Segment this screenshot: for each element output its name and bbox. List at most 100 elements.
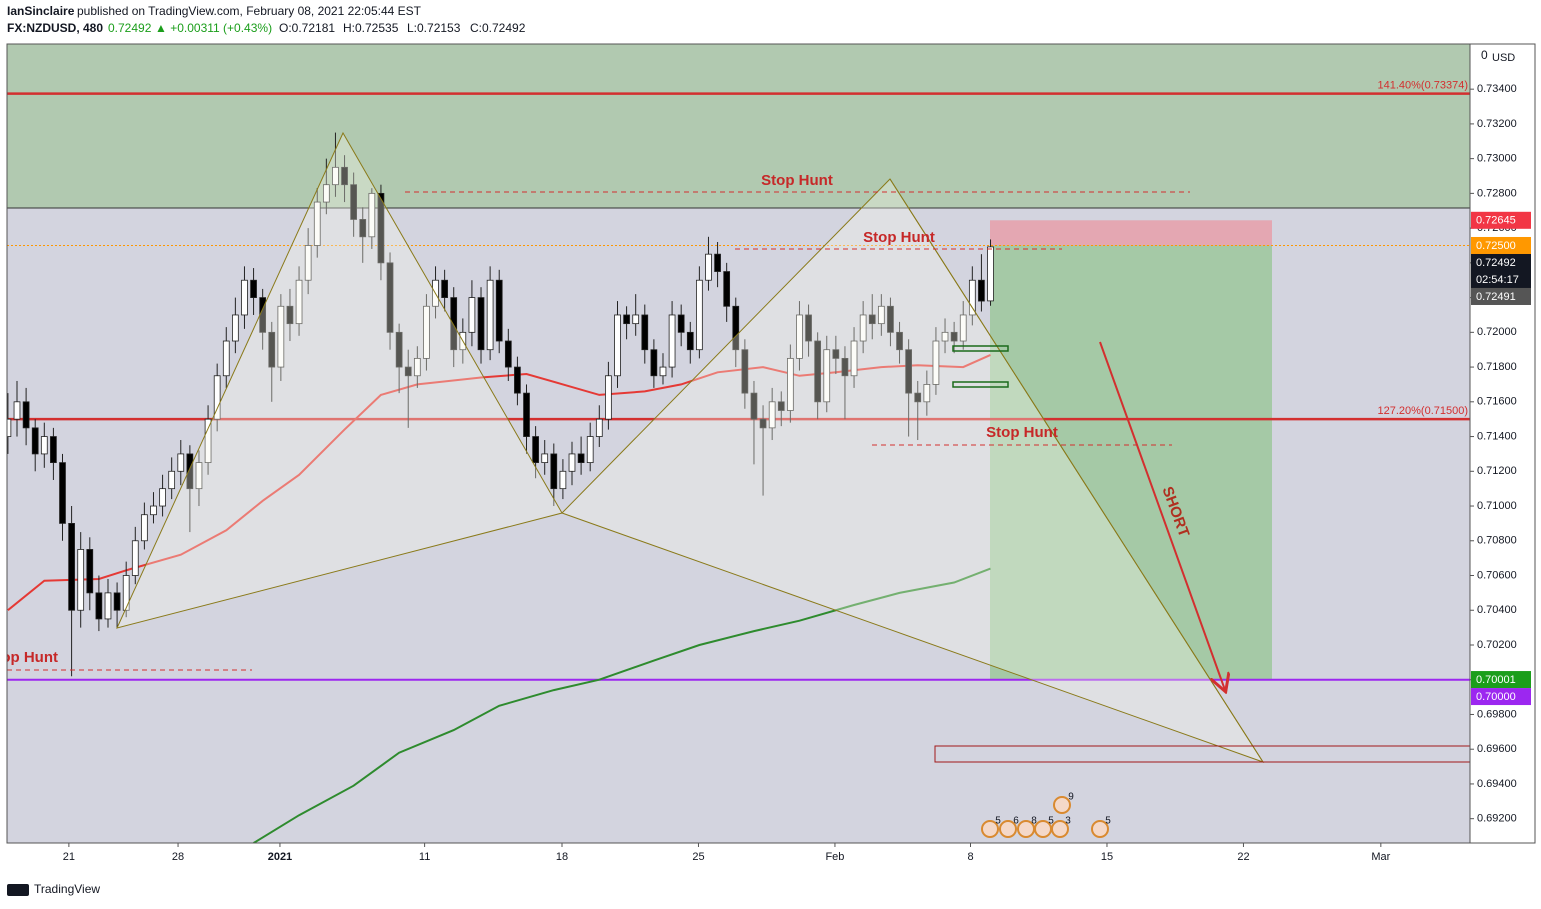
price-tag xyxy=(1471,671,1531,689)
price-tag xyxy=(1471,287,1531,305)
y-tick-label: 0.72000 xyxy=(1477,326,1517,338)
candle-body xyxy=(386,262,394,333)
candle-body xyxy=(450,297,458,351)
event-icon xyxy=(1051,820,1069,838)
candle-body xyxy=(686,331,694,351)
candle-body xyxy=(586,436,594,464)
candle-body xyxy=(877,305,885,325)
fib-label: 127.20%(0.71500) xyxy=(1377,405,1468,417)
y-tick-label: 0.72800 xyxy=(1477,187,1517,199)
moving-average xyxy=(253,567,991,843)
event-count: 5 xyxy=(1048,816,1054,827)
stop-hunt-label: Stop Hunt xyxy=(986,424,1058,441)
candle-body xyxy=(595,418,603,437)
candle-body xyxy=(914,392,922,403)
symbol: FX:NZDUSD, 480 xyxy=(7,21,103,35)
candle-body xyxy=(532,436,539,464)
candle-body xyxy=(614,314,621,377)
y-tick-label: 0.73400 xyxy=(1477,83,1517,95)
candle-body xyxy=(332,166,339,186)
price-tag-label: 0.70001 xyxy=(1476,674,1516,686)
logo xyxy=(7,884,29,896)
short-arrow xyxy=(1099,341,1225,690)
pattern-xab xyxy=(116,131,563,629)
price-tag-label: 0.70000 xyxy=(1476,691,1516,703)
candle-body xyxy=(232,314,239,342)
candle-body xyxy=(814,340,822,403)
event-count: 5 xyxy=(995,816,1001,827)
candle-body xyxy=(750,392,758,420)
candle-body xyxy=(368,192,376,238)
candle-body xyxy=(250,279,257,298)
candle-body xyxy=(177,453,185,472)
x-tick-label: 2021 xyxy=(268,851,292,863)
candle-body xyxy=(477,297,485,351)
last: 0.72492 xyxy=(108,21,152,35)
candle-body xyxy=(705,253,712,281)
target-box xyxy=(990,245,1272,680)
fib-label: 141.40%(0.73374) xyxy=(1377,80,1468,92)
drawings: Stop Hunt Stop Hunt Stop Hunt Stop Hunt … xyxy=(0,131,1470,763)
candle-body xyxy=(905,349,912,394)
candle-body xyxy=(7,418,12,437)
candle-body xyxy=(59,462,66,524)
footer-brand: TradingView xyxy=(34,882,100,896)
y-tick-label: 0.73000 xyxy=(1477,153,1517,165)
y-tick-label: 0.71000 xyxy=(1477,500,1517,512)
candle-body xyxy=(131,540,139,576)
candle-body xyxy=(959,314,967,342)
candle-body xyxy=(650,349,658,377)
price-tag-label: 0.72500 xyxy=(1476,240,1516,252)
y-tick-label: 0.70400 xyxy=(1477,604,1517,616)
price-tag-label: 0.72492 xyxy=(1476,257,1516,269)
y-tick-label: 0.71200 xyxy=(1477,465,1517,477)
marker-box xyxy=(952,345,1009,352)
x-tick-label: 25 xyxy=(692,851,704,863)
candle-body xyxy=(241,279,248,316)
event-count: 6 xyxy=(1013,816,1019,827)
stop-hunt-label: Stop Hunt xyxy=(0,649,58,666)
candle-body xyxy=(777,401,785,411)
stop-hunt-label: Stop Hunt xyxy=(863,229,935,246)
candle-body xyxy=(741,349,749,394)
candle-body xyxy=(222,340,230,377)
candle-body xyxy=(523,392,530,437)
candle-body xyxy=(13,401,21,420)
marker-box xyxy=(952,381,1009,388)
candle-body xyxy=(50,436,57,464)
y-tick-label: 0.69200 xyxy=(1477,813,1517,825)
candle-body xyxy=(805,314,812,342)
candle-body xyxy=(341,166,348,186)
candle-body xyxy=(322,184,330,203)
candle-body xyxy=(659,366,667,377)
y-tick-label: 0.69800 xyxy=(1477,708,1517,720)
price-tag xyxy=(1471,236,1531,254)
candle-body xyxy=(404,366,412,377)
y-tick-label: 0.71400 xyxy=(1477,430,1517,442)
candle-body xyxy=(605,375,612,420)
candle-body xyxy=(541,453,549,464)
frame xyxy=(6,43,1536,844)
candle-body xyxy=(423,305,430,359)
candle-body xyxy=(677,314,685,333)
candle-body xyxy=(941,331,949,342)
candle-body xyxy=(159,488,166,507)
candle-body xyxy=(286,305,294,325)
stop-hunt-label: Stop Hunt xyxy=(761,172,833,189)
event-icon xyxy=(1053,796,1071,814)
candle-body xyxy=(968,279,976,316)
candle-body xyxy=(195,462,203,490)
candle-body xyxy=(304,245,312,281)
open: O:0.72181 xyxy=(279,21,335,35)
candle-body xyxy=(759,418,767,429)
candle-body xyxy=(887,305,894,333)
candle-body xyxy=(723,271,731,307)
x-tick-label: 28 xyxy=(172,851,184,863)
price-tag xyxy=(1471,253,1531,288)
candle-body xyxy=(277,305,285,368)
author: IanSinclaire xyxy=(7,4,75,18)
stop-box xyxy=(990,220,1272,246)
candle-body xyxy=(40,436,48,455)
candle-body xyxy=(313,201,321,246)
